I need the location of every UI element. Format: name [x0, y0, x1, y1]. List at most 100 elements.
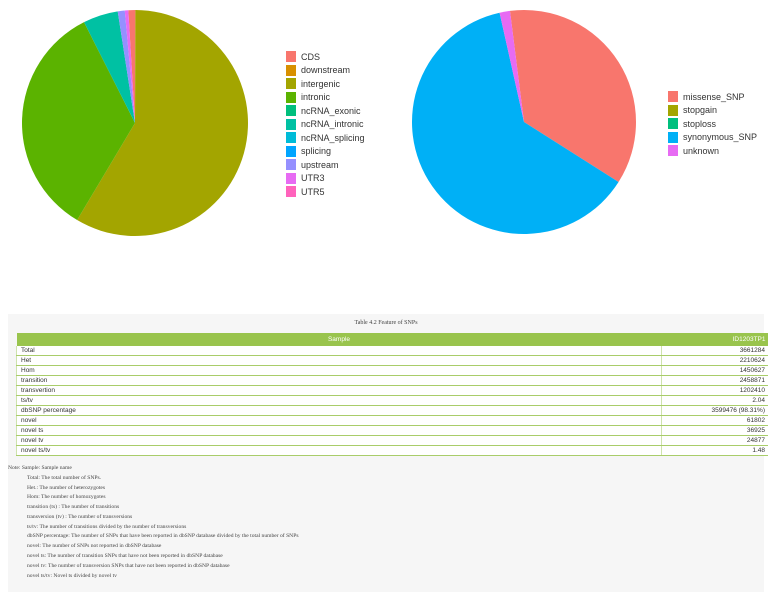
row-value: 61802 — [661, 415, 768, 426]
row-value: 1202410 — [661, 385, 768, 396]
header-sample-id: ID1203TP1 — [661, 333, 768, 346]
legend-label: stopgain — [683, 105, 718, 116]
legend-item-splicing: splicing — [286, 145, 365, 159]
legend-item-intergenic: intergenic — [286, 77, 365, 91]
table-row: novel 61802 — [16, 415, 768, 426]
row-label: Total — [16, 346, 662, 356]
note-line: transition (ts) : The number of transiti… — [27, 504, 120, 511]
legend-swatch — [668, 104, 678, 116]
legend-item-cds: CDS — [286, 50, 365, 64]
row-value: 1450627 — [661, 365, 768, 376]
note-line: Note: Sample: Sample name — [8, 465, 72, 471]
legend-swatch — [286, 64, 296, 76]
table-row: novel ts 36925 — [16, 425, 768, 436]
legend-swatch — [286, 186, 296, 198]
legend-swatch — [286, 172, 296, 184]
legend-item-ncrna-splicing: ncRNA_splicing — [286, 131, 365, 145]
pie-slice-synonymous-snp — [412, 12, 619, 234]
table-row: dbSNP percentage 3599476 (98.31%) — [16, 405, 768, 416]
legend-label: downstream — [301, 65, 351, 76]
table-row: Het 2210624 — [16, 355, 768, 366]
row-label: transvertion — [16, 385, 662, 396]
row-value: 24877 — [661, 435, 768, 446]
row-value: 2458871 — [661, 375, 768, 386]
row-label: novel — [16, 415, 662, 426]
note-line: Het.: The number of heterozygotes — [27, 484, 106, 491]
legend-swatch — [286, 105, 296, 117]
table-row: ts/tv 2.04 — [16, 395, 768, 406]
legend-label: UTR3 — [301, 173, 325, 184]
legend-label: intronic — [301, 92, 331, 103]
legend-swatch — [668, 131, 678, 143]
row-value: 2210624 — [661, 355, 768, 366]
legend-label: ncRNA_intronic — [301, 119, 364, 130]
legend-item-intronic: intronic — [286, 91, 365, 105]
legend-label: CDS — [301, 51, 321, 62]
row-label: novel ts/tv — [16, 445, 662, 456]
pie-slice-unknown — [499, 10, 524, 122]
legend-swatch — [668, 118, 678, 130]
row-value: 3599476 (98.31%) — [661, 405, 768, 416]
legend-item-downstream: downstream — [286, 64, 365, 78]
note-line: novel ts/tv: Novel ts divided by novel t… — [27, 572, 117, 579]
note-line: ts/tv: The number of transitions divided… — [27, 523, 187, 530]
legend-item-upstream: upstream — [286, 158, 365, 172]
legend-label: synonymous_SNP — [683, 132, 758, 143]
legend-item-utr5: UTR5 — [286, 185, 365, 199]
legend-swatch — [668, 91, 678, 103]
legend-swatch — [286, 78, 296, 90]
table-row: novel tv 24877 — [16, 435, 768, 446]
note-line: Hom: The number of homozygotes — [27, 494, 106, 501]
pie-slice-utr3 — [124, 10, 135, 124]
genomic-region-legend: CDS downstream intergenic intronic ncRNA_exo… — [286, 50, 365, 199]
legend-label: stoploss — [683, 118, 717, 129]
legend-swatch — [286, 51, 296, 63]
legend-item-utr3: UTR3 — [286, 172, 365, 186]
row-label: transition — [16, 375, 662, 386]
pie-slice-cds — [128, 10, 136, 124]
row-value: 2.04 — [661, 395, 768, 406]
legend-item-ncrna-exonic: ncRNA_exonic — [286, 104, 365, 118]
table-notes: Note: Sample: Sample name Total: The tota… — [8, 465, 299, 583]
legend-item-stopgain: stopgain — [668, 104, 757, 118]
table-row: Total 3661284 — [16, 346, 768, 356]
legend-label: ncRNA_splicing — [301, 132, 365, 143]
legend-label: intergenic — [301, 78, 341, 89]
pie-slice-intergenic — [77, 10, 248, 236]
row-label: dbSNP percentage — [16, 405, 662, 416]
row-label: novel tv — [16, 435, 662, 446]
legend-label: splicing — [301, 146, 332, 157]
table-header-row: Sample ID1203TP1 — [16, 333, 768, 346]
pie-slice-ncrna-intronic — [84, 11, 135, 123]
pie-slice-upstream — [117, 10, 135, 123]
legend-label: unknown — [683, 145, 720, 156]
header-sample: Sample — [16, 333, 662, 346]
note-line: dbSNP percentage: The number of SNPs tha… — [27, 533, 299, 540]
note-line: novel tv: The number of transversion SNP… — [27, 562, 230, 569]
row-label: Hom — [16, 365, 662, 376]
pie-slice-missense-snp — [509, 10, 636, 183]
legend-swatch — [668, 145, 678, 157]
table-row: novel ts/tv 1.48 — [16, 445, 768, 456]
row-label: ts/tv — [16, 395, 662, 406]
legend-item-stoploss: stoploss — [668, 117, 757, 131]
snp-function-pie-chart — [412, 10, 636, 234]
genomic-region-pie-chart — [21, 10, 248, 236]
table-row: transvertion 1202410 — [16, 385, 768, 396]
snp-feature-table: Sample ID1203TP1 Total 3661284 Het 2210624 H… — [16, 333, 768, 456]
legend-item-ncrna-intronic: ncRNA_intronic — [286, 118, 365, 132]
note-line: novel ts: The number of transition SNPs … — [27, 553, 223, 560]
note-line: transversion (tv) : The number of transv… — [27, 513, 133, 520]
legend-label: UTR5 — [301, 186, 325, 197]
legend-item-synonymous-snp: synonymous_SNP — [668, 131, 757, 145]
legend-label: missense_SNP — [683, 91, 745, 102]
row-label: novel ts — [16, 425, 662, 436]
table-row: transition 2458871 — [16, 375, 768, 386]
snp-feature-panel: Table 4.2 Feature of SNPs Sample ID1203T… — [8, 314, 768, 592]
pie-slice-intronic — [21, 22, 135, 221]
legend-swatch — [286, 159, 296, 171]
legend-item-unknown: unknown — [668, 144, 757, 158]
note-line: novel: The number of SNPs not reported i… — [27, 543, 162, 550]
table-caption: Table 4.2 Feature of SNPs — [354, 320, 418, 326]
note-line: Total: The total number of SNPs. — [27, 474, 102, 481]
